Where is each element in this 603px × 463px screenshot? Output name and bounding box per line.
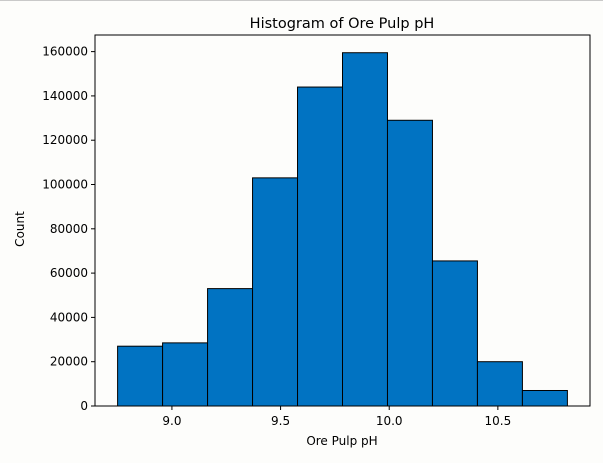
- y-axis: 0 20000 40000 60000 80000 100000 120000 140000 1…: [42, 45, 95, 413]
- y-axis-label: Count: [13, 211, 27, 247]
- histogram-bar-5: [297, 86, 343, 407]
- y-tick-label: 80000: [50, 222, 88, 236]
- histogram-bar-9: [476, 361, 523, 407]
- x-tick-label: 10.5: [485, 414, 512, 428]
- y-tick-label: 120000: [42, 133, 88, 147]
- y-tick-label: 20000: [50, 355, 88, 369]
- histogram-bar-2: [162, 342, 209, 407]
- x-axis-label: Ore Pulp pH: [306, 434, 377, 448]
- x-tick-label: 10.0: [376, 414, 403, 428]
- histogram-bar-10: [521, 389, 568, 407]
- x-tick-label: 9.5: [271, 414, 290, 428]
- histogram-bar-8: [431, 260, 478, 407]
- histogram-bar-1: [117, 345, 164, 407]
- histogram-bar-7: [386, 119, 433, 407]
- y-tick-label: 140000: [42, 89, 88, 103]
- y-tick-label: 160000: [42, 45, 88, 59]
- histogram-bar-4: [252, 177, 299, 407]
- chart-title: Histogram of Ore Pulp pH: [250, 16, 435, 32]
- y-tick-label: 0: [80, 399, 88, 413]
- x-axis: 9.0 9.5 10.0 10.5: [162, 406, 511, 428]
- bars-group: [117, 52, 568, 407]
- histogram-bar-6: [342, 52, 388, 407]
- x-tick-label: 9.0: [162, 414, 181, 428]
- y-tick-label: 40000: [50, 310, 88, 324]
- y-tick-label: 60000: [50, 266, 88, 280]
- y-tick-label: 100000: [42, 178, 88, 192]
- histogram-bar-3: [207, 288, 254, 407]
- plot-frame: [94, 34, 591, 407]
- window-top-border: [0, 0, 603, 1]
